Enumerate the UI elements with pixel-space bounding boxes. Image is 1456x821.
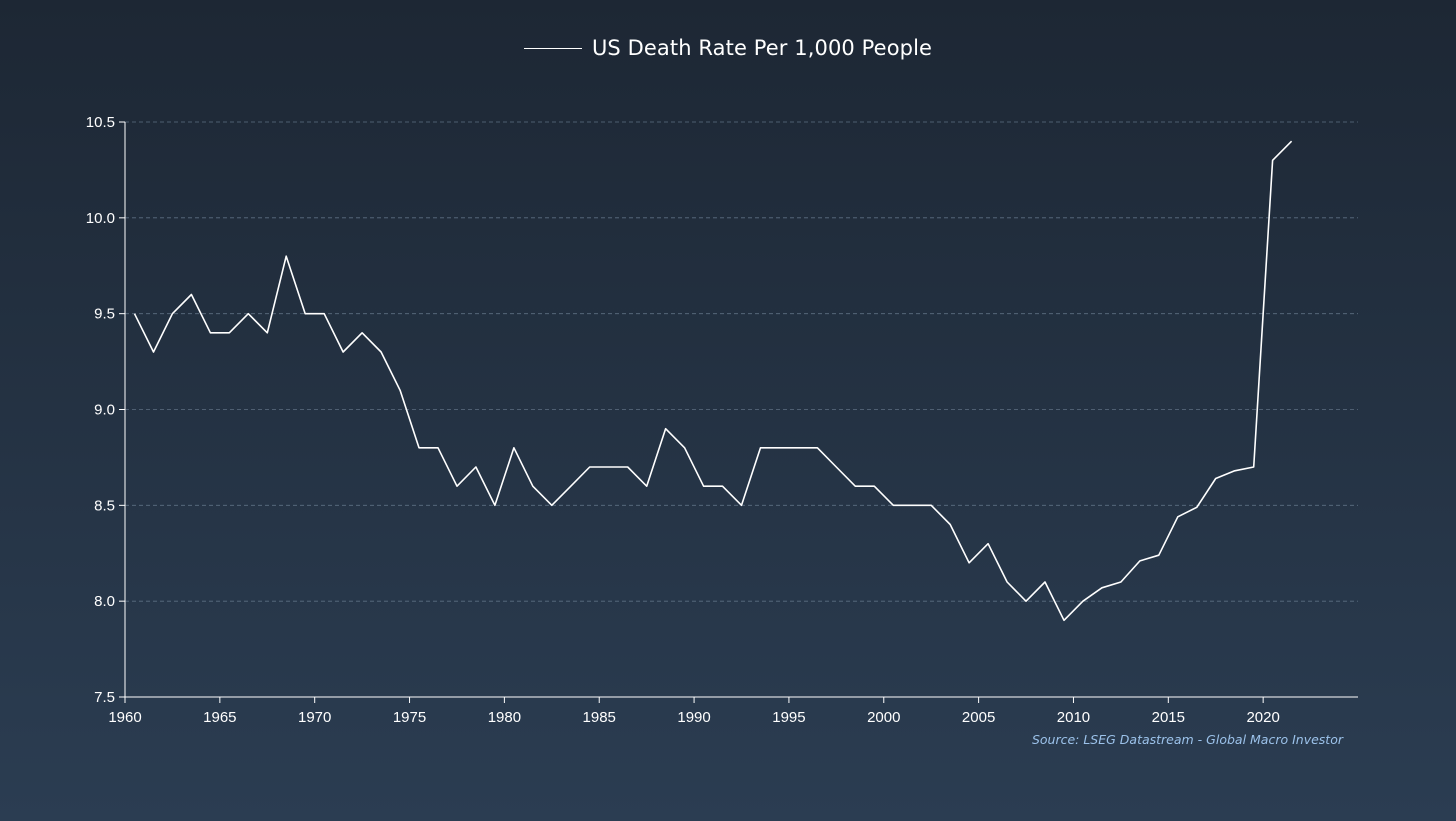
gridlines: [125, 121, 1358, 602]
series-line-0: [133, 140, 1293, 622]
x-tick-label: 1975: [393, 709, 426, 726]
y-tick-label: 8.0: [94, 593, 115, 610]
x-tick-label: 1990: [677, 709, 710, 726]
y-tick-label: 10.5: [86, 114, 115, 131]
legend-line-swatch: [523, 47, 582, 49]
x-tick-label: 1960: [108, 709, 141, 726]
x-tick-label: 2015: [1152, 709, 1185, 726]
y-tick-label: 7.5: [94, 689, 115, 706]
x-tick-label: 2020: [1246, 709, 1279, 726]
y-tick-label: 8.5: [94, 497, 115, 514]
x-tick-label: 1965: [203, 709, 236, 726]
x-tick-label: 2000: [867, 709, 900, 726]
x-tick-label: 1985: [583, 709, 616, 726]
axes: 10.5 10.0 9.5 9.0 8.5 8.0 7.5 1960 1965 1970 1975 1…: [86, 114, 1358, 726]
x-tick-label: 1980: [488, 709, 521, 726]
legend-label: US Death Rate Per 1,000 People: [591, 36, 933, 60]
chart-legend: US Death Rate Per 1,000 People: [0, 33, 1456, 63]
x-tick-label: 1995: [772, 709, 805, 726]
y-tick-label: 10.0: [86, 210, 115, 227]
y-tick-label: 9.0: [94, 402, 115, 419]
y-tick-label: 9.5: [94, 306, 115, 323]
x-tick-label: 2005: [962, 709, 995, 726]
x-tick-label: 1970: [298, 709, 331, 726]
series-lines: [133, 140, 1293, 622]
x-tick-label: 2010: [1057, 709, 1090, 726]
source-note: Source: LSEG Datastream - Global Macro I…: [1031, 732, 1343, 747]
